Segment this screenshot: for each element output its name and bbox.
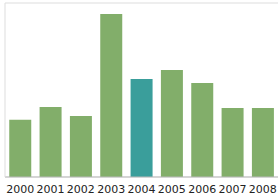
svg-text:2005: 2005 (158, 183, 186, 195)
svg-text:2003: 2003 (97, 183, 125, 195)
svg-text:2008: 2008 (249, 183, 272, 195)
svg-text:2004: 2004 (128, 183, 156, 195)
svg-text:2001: 2001 (37, 183, 65, 195)
svg-text:2002: 2002 (67, 183, 95, 195)
svg-text:2006: 2006 (188, 183, 216, 195)
svg-text:2007: 2007 (219, 183, 247, 195)
svg-text:2000: 2000 (8, 183, 34, 195)
